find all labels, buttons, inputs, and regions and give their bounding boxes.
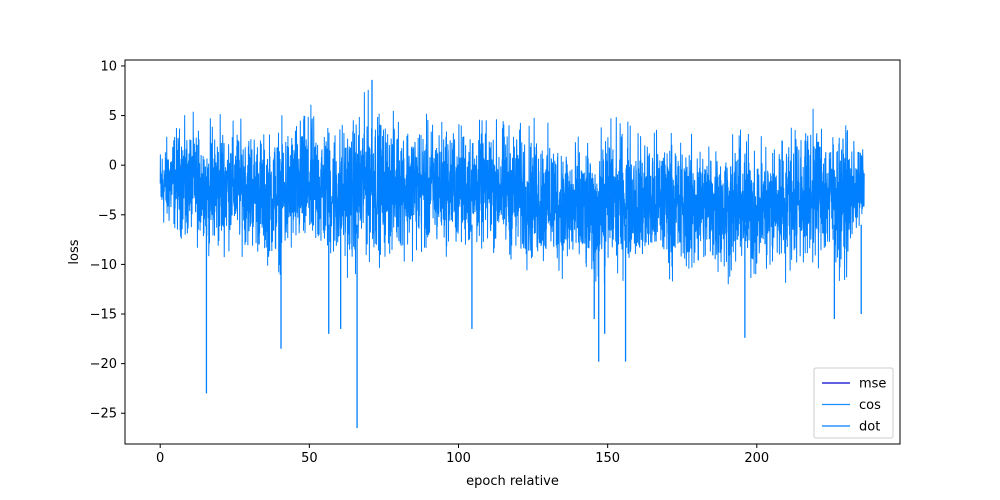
x-tick-label: 150 — [595, 451, 620, 466]
legend-label-cos: cos — [859, 398, 881, 413]
legend-label-mse: mse — [859, 377, 886, 392]
y-tick-label: 5 — [109, 109, 117, 124]
y-tick-label: 10 — [100, 59, 117, 74]
y-tick-label: −20 — [90, 357, 117, 372]
y-tick-label: −25 — [90, 407, 117, 422]
y-axis-label: loss — [67, 239, 82, 264]
legend: mse cos dot — [813, 367, 894, 439]
plot-frame — [124, 59, 901, 445]
legend-label-dot: dot — [859, 420, 880, 435]
x-axis-ticks: 0 50 100 150 200 — [156, 444, 769, 466]
x-tick-label: 200 — [744, 451, 769, 466]
x-tick-label: 50 — [301, 451, 318, 466]
plot-background — [125, 60, 900, 444]
x-tick-label: 0 — [156, 451, 164, 466]
x-tick-label: 100 — [446, 451, 471, 466]
y-tick-label: −5 — [98, 208, 117, 223]
x-axis-label: epoch relative — [466, 474, 559, 489]
series-line-dot — [159, 89, 865, 285]
legend-box — [813, 367, 894, 439]
series-layer — [159, 79, 865, 429]
y-tick-label: −15 — [90, 308, 117, 323]
y-axis-ticks: 10 5 0 −5 −10 −15 −20 −25 — [90, 59, 125, 422]
y-tick-label: −10 — [90, 258, 117, 273]
y-tick-label: 0 — [109, 159, 117, 174]
